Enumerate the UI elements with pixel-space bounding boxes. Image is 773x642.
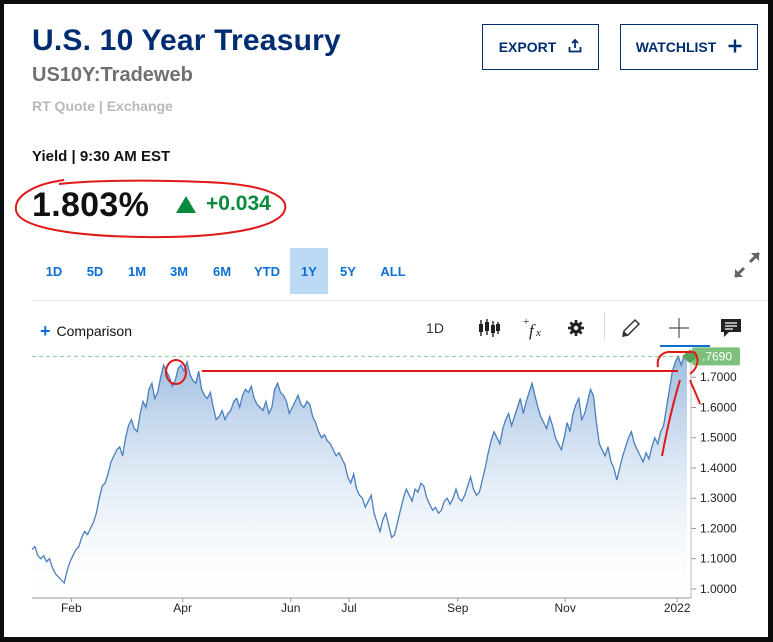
range-ALL[interactable]: ALL — [380, 263, 406, 279]
range-5Y[interactable]: 5Y — [340, 263, 356, 279]
share-upload-icon — [568, 38, 582, 56]
range-1D[interactable]: 1D — [45, 263, 63, 279]
function-icon[interactable]: + f x — [522, 314, 548, 342]
svg-text:f: f — [529, 321, 536, 340]
x-tick-label: Apr — [173, 601, 192, 615]
y-tick-label: 1.7000 — [700, 370, 737, 384]
y-tick-label: 1.4000 — [700, 461, 737, 475]
candles-icon[interactable] — [476, 314, 502, 342]
svg-text:x: x — [535, 327, 541, 339]
page-title: U.S. 10 Year Treasury — [32, 24, 341, 57]
yield-series-line — [31, 352, 688, 585]
annotation-marks — [165, 350, 701, 457]
toolbar-divider — [604, 312, 605, 340]
x-tick-label: Feb — [61, 601, 82, 615]
watchlist-button[interactable]: WATCHLIST — [620, 24, 758, 70]
last-value-marker: .7690 — [682, 347, 740, 366]
y-tick-label: 1.5000 — [700, 431, 737, 445]
comment-icon[interactable] — [718, 314, 744, 342]
divider — [32, 300, 768, 301]
x-tick-label: Jun — [281, 601, 300, 615]
range-1Y[interactable]: 1Y — [290, 248, 328, 294]
pencil-draw-icon[interactable] — [618, 314, 644, 342]
last-value-label: .7690 — [702, 349, 732, 363]
range-3M[interactable]: 3M — [169, 263, 189, 279]
range-5D[interactable]: 5D — [86, 263, 104, 279]
export-button[interactable]: EXPORT — [482, 24, 599, 70]
plus-icon: + — [40, 321, 51, 341]
watchlist-button-label: WATCHLIST — [635, 39, 717, 55]
y-tick-label: 1.1000 — [700, 552, 737, 566]
y-tick-label: 1.0000 — [700, 582, 737, 596]
svg-text:+: + — [523, 316, 529, 328]
crosshair-active-indicator — [660, 345, 710, 347]
x-tick-label: Jul — [341, 601, 356, 615]
plus-icon — [728, 39, 742, 56]
add-comparison-button[interactable]: + Comparison — [40, 322, 132, 340]
range-6M[interactable]: 6M — [212, 263, 232, 279]
interval-selector[interactable]: 1D — [426, 320, 444, 336]
crosshair-icon[interactable] — [666, 314, 692, 342]
x-tick-label: 2022 — [664, 601, 691, 615]
x-tick-label: Nov — [554, 601, 575, 615]
x-tick-label: Sep — [447, 601, 469, 615]
y-tick-label: 1.2000 — [700, 521, 737, 535]
symbol-label: US10Y:Tradeweb — [32, 64, 193, 86]
comparison-label: Comparison — [56, 323, 132, 339]
export-button-label: EXPORT — [498, 39, 557, 55]
range-YTD[interactable]: YTD — [254, 263, 280, 279]
range-selector: 1D 5D 1M 3M 6M YTD 1Y 5Y ALL — [34, 248, 418, 294]
quote-source-label: RT Quote | Exchange — [32, 98, 173, 114]
range-1M[interactable]: 1M — [127, 263, 147, 279]
yield-time-label: Yield | 9:30 AM EST — [32, 148, 171, 165]
settings-gear-icon[interactable] — [565, 314, 587, 342]
y-tick-label: 1.6000 — [700, 400, 737, 414]
y-tick-label: 1.3000 — [700, 491, 737, 505]
quote-page: U.S. 10 Year Treasury US10Y:Tradeweb RT … — [4, 4, 768, 637]
expand-icon[interactable] — [732, 250, 762, 285]
yield-area — [32, 353, 687, 598]
yield-chart[interactable]: 1.0000 1.1000 1.2000 1.3000 1.4000 1.5000 1.60… — [4, 4, 768, 637]
